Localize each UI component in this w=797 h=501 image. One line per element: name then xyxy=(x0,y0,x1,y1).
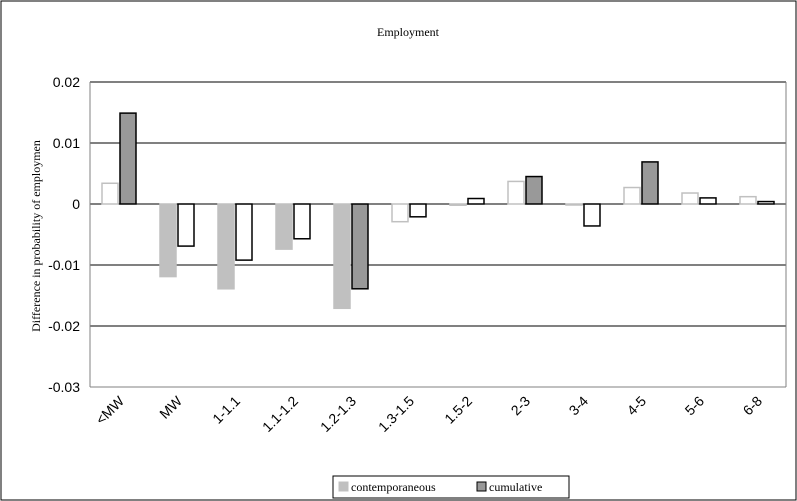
bar-cumulative xyxy=(699,197,717,205)
legend-box xyxy=(332,475,570,499)
bar-cumulative xyxy=(525,175,543,205)
bar-contemporaneous xyxy=(449,203,467,206)
chart-title: Employment xyxy=(377,25,440,39)
bar-cumulative xyxy=(641,161,659,205)
y-tick-labels: -0.03 -0.02 -0.01 0 0.01 0.02 xyxy=(48,74,80,395)
y-tick-label: 0.01 xyxy=(53,135,80,151)
y-axis-label: Difference in probability of employmen xyxy=(29,140,43,332)
y-tick-label: -0.03 xyxy=(48,379,80,395)
legend-swatch-cumulative xyxy=(476,481,487,492)
bars xyxy=(101,112,775,310)
bar-contemporaneous xyxy=(507,180,525,205)
bar-cumulative xyxy=(757,200,775,205)
bar-cumulative xyxy=(293,203,311,240)
bar-contemporaneous xyxy=(391,203,409,223)
bar-contemporaneous xyxy=(623,186,641,205)
bar-contemporaneous xyxy=(101,182,119,205)
bar-contemporaneous xyxy=(275,203,293,250)
legend: contemporaneous cumulative xyxy=(332,475,570,499)
bar-cumulative xyxy=(351,203,369,290)
bar-cumulative xyxy=(583,203,601,227)
y-tick-label: -0.01 xyxy=(48,257,80,273)
bar-contemporaneous xyxy=(739,195,757,205)
bar-cumulative xyxy=(409,203,427,218)
bar-contemporaneous xyxy=(333,203,351,310)
legend-label-cumulative: cumulative xyxy=(489,480,542,494)
bar-contemporaneous xyxy=(159,203,177,278)
y-tick-label: -0.02 xyxy=(48,318,80,334)
legend-label-contemporaneous: contemporaneous xyxy=(351,480,436,494)
legend-swatch-contemporaneous xyxy=(338,481,349,492)
bar-contemporaneous xyxy=(681,192,699,205)
bar-cumulative xyxy=(467,197,485,205)
bar-contemporaneous xyxy=(565,203,583,206)
bar-cumulative xyxy=(119,112,137,205)
bar-contemporaneous xyxy=(217,203,235,290)
bar-cumulative xyxy=(235,203,253,261)
y-tick-label: 0.02 xyxy=(53,74,80,90)
bar-cumulative xyxy=(177,203,195,247)
y-tick-label: 0 xyxy=(72,196,80,212)
